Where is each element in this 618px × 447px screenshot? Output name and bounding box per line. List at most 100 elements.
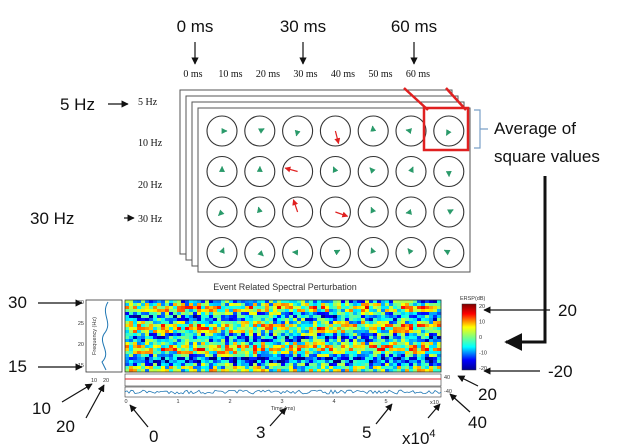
spectrogram-cell: [325, 336, 330, 340]
spectrogram-cell: [229, 366, 234, 370]
spectrogram-cell: [137, 336, 142, 340]
spectrogram-cell: [325, 339, 330, 343]
spectrogram-cell: [245, 342, 250, 346]
spectrogram-cell: [333, 336, 338, 340]
spectrogram-cell: [237, 333, 242, 337]
spectrogram-cell: [365, 300, 370, 304]
spectrogram-cell: [373, 306, 378, 310]
spectrogram-cell: [237, 345, 242, 349]
spectrogram-cell: [237, 336, 242, 340]
spectrogram-cell: [125, 303, 130, 307]
spectrogram-cell: [361, 354, 366, 358]
spectrogram-cell: [437, 324, 442, 328]
spectrogram-cell: [141, 321, 146, 325]
spectrogram-cell: [129, 318, 134, 322]
spectrogram-cell: [425, 348, 430, 352]
spectrogram-cell: [289, 321, 294, 325]
spectrogram-cell: [437, 363, 442, 367]
spectrogram-cell: [317, 354, 322, 358]
spectrogram-cell: [217, 321, 222, 325]
spectrogram-cell: [373, 336, 378, 340]
phase-vector: [405, 128, 413, 135]
time-tick: 60 ms: [406, 69, 430, 80]
spectrogram-cell: [437, 309, 442, 313]
spectrogram-cell: [145, 303, 150, 307]
spectrogram-cell: [313, 339, 318, 343]
spectrogram-cell: [237, 330, 242, 334]
spectrogram-cell: [161, 327, 166, 331]
spectrogram-cell: [177, 357, 182, 361]
spectrogram-cell: [365, 333, 370, 337]
spectrogram-cell: [165, 354, 170, 358]
spectrogram-cell: [381, 348, 386, 352]
spectrogram-cell: [285, 342, 290, 346]
spectrogram-cell: [221, 369, 226, 373]
spectrogram-cell: [405, 357, 410, 361]
spectrogram-cell: [361, 309, 366, 313]
spectrogram-cell: [181, 333, 186, 337]
spectrogram-cell: [293, 303, 298, 307]
spectrogram-cell: [305, 357, 310, 361]
spectrogram-cell: [301, 330, 306, 334]
spectrogram-cell: [229, 369, 234, 373]
spectrogram-cell: [397, 339, 402, 343]
spectrogram-cell: [433, 303, 438, 307]
spectrogram-cell: [185, 360, 190, 364]
spectrogram-cell: [433, 318, 438, 322]
spectrogram-cell: [365, 324, 370, 328]
spectrogram-cell: [237, 354, 242, 358]
spectrogram-cell: [393, 339, 398, 343]
spectrogram-cell: [369, 333, 374, 337]
spectrogram-cell: [257, 318, 262, 322]
spectrogram-cell: [417, 318, 422, 322]
spectrogram-cell: [337, 303, 342, 307]
spectrogram-cell: [189, 354, 194, 358]
spectrogram-cell: [365, 339, 370, 343]
annotation: x104: [402, 428, 436, 447]
spectrogram-cell: [277, 300, 282, 304]
spectrogram-cell: [145, 354, 150, 358]
x-tick-label: 2: [228, 399, 231, 405]
spectrogram-cell: [385, 321, 390, 325]
spectrogram-cell: [185, 327, 190, 331]
spectrogram-cell: [189, 327, 194, 331]
spectrogram-cell: [205, 339, 210, 343]
spectrogram-cell: [313, 318, 318, 322]
spectrogram-cell: [161, 360, 166, 364]
spectrogram-cell: [349, 366, 354, 370]
spectrogram-cell: [229, 327, 234, 331]
spectrogram-cell: [289, 324, 294, 328]
spectrogram-cell: [297, 357, 302, 361]
spectrogram-cell: [189, 324, 194, 328]
spectrogram-cell: [409, 360, 414, 364]
spectrogram-cell: [205, 345, 210, 349]
spectrogram-cell: [197, 345, 202, 349]
phase-vector: [292, 199, 299, 213]
spectrogram-cell: [161, 324, 166, 328]
spectrogram-cell: [377, 327, 382, 331]
spectrogram-cell: [345, 357, 350, 361]
axis-exponent: x10: [430, 400, 439, 406]
callout: Average of: [494, 119, 576, 138]
spectrogram-cell: [241, 318, 246, 322]
spectrogram-cell: [301, 360, 306, 364]
spectrogram-cell: [309, 342, 314, 346]
spectrogram-cell: [225, 360, 230, 364]
spectrogram-cell: [373, 318, 378, 322]
spectrogram-cell: [185, 303, 190, 307]
spectrogram-cell: [405, 354, 410, 358]
spectrogram-cell: [333, 351, 338, 355]
spectrogram-cell: [389, 327, 394, 331]
spectrogram-cell: [153, 363, 158, 367]
spectrogram-cell: [193, 312, 198, 316]
spectrogram-cell: [221, 363, 226, 367]
spectrogram-cell: [329, 360, 334, 364]
spectrogram-cell: [329, 348, 334, 352]
spectrogram-cell: [261, 351, 266, 355]
spectrogram-cell: [137, 345, 142, 349]
spectrogram-cell: [173, 366, 178, 370]
spectrogram-cell: [329, 306, 334, 310]
spectrogram-cell: [345, 363, 350, 367]
spectrogram-cell: [353, 348, 358, 352]
spectrogram-cell: [413, 360, 418, 364]
